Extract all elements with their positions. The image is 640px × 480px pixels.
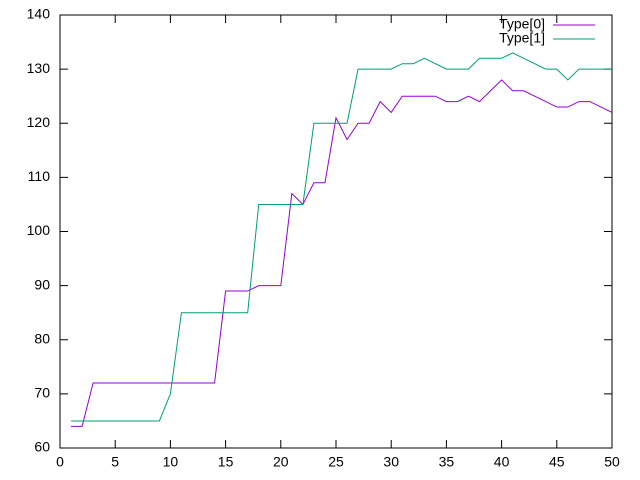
x-tick-label: 35 <box>439 454 455 470</box>
y-tick-label: 100 <box>27 222 51 238</box>
y-tick-label: 130 <box>27 60 51 76</box>
x-tick-label: 40 <box>494 454 510 470</box>
x-tick-label: 0 <box>56 454 64 470</box>
x-tick-label: 15 <box>218 454 234 470</box>
x-tick-label: 5 <box>111 454 119 470</box>
y-tick-label: 120 <box>27 114 51 130</box>
y-tick-label: 110 <box>28 168 51 184</box>
y-tick-label: 60 <box>34 439 50 455</box>
y-tick-label: 80 <box>34 330 50 346</box>
y-tick-label: 140 <box>27 6 51 22</box>
y-tick-label: 90 <box>34 276 50 292</box>
series-line <box>71 79 613 427</box>
series-line <box>71 52 612 422</box>
y-tick-label: 70 <box>34 385 50 401</box>
x-tick-label: 10 <box>163 454 179 470</box>
x-tick-label: 50 <box>604 454 620 470</box>
x-tick-label: 25 <box>328 454 344 470</box>
x-tick-label: 45 <box>549 454 565 470</box>
x-tick-label: 30 <box>383 454 399 470</box>
legend-label: Type[0] <box>499 16 545 32</box>
legend-label: Type[1] <box>499 30 545 46</box>
x-tick-label: 20 <box>273 454 289 470</box>
